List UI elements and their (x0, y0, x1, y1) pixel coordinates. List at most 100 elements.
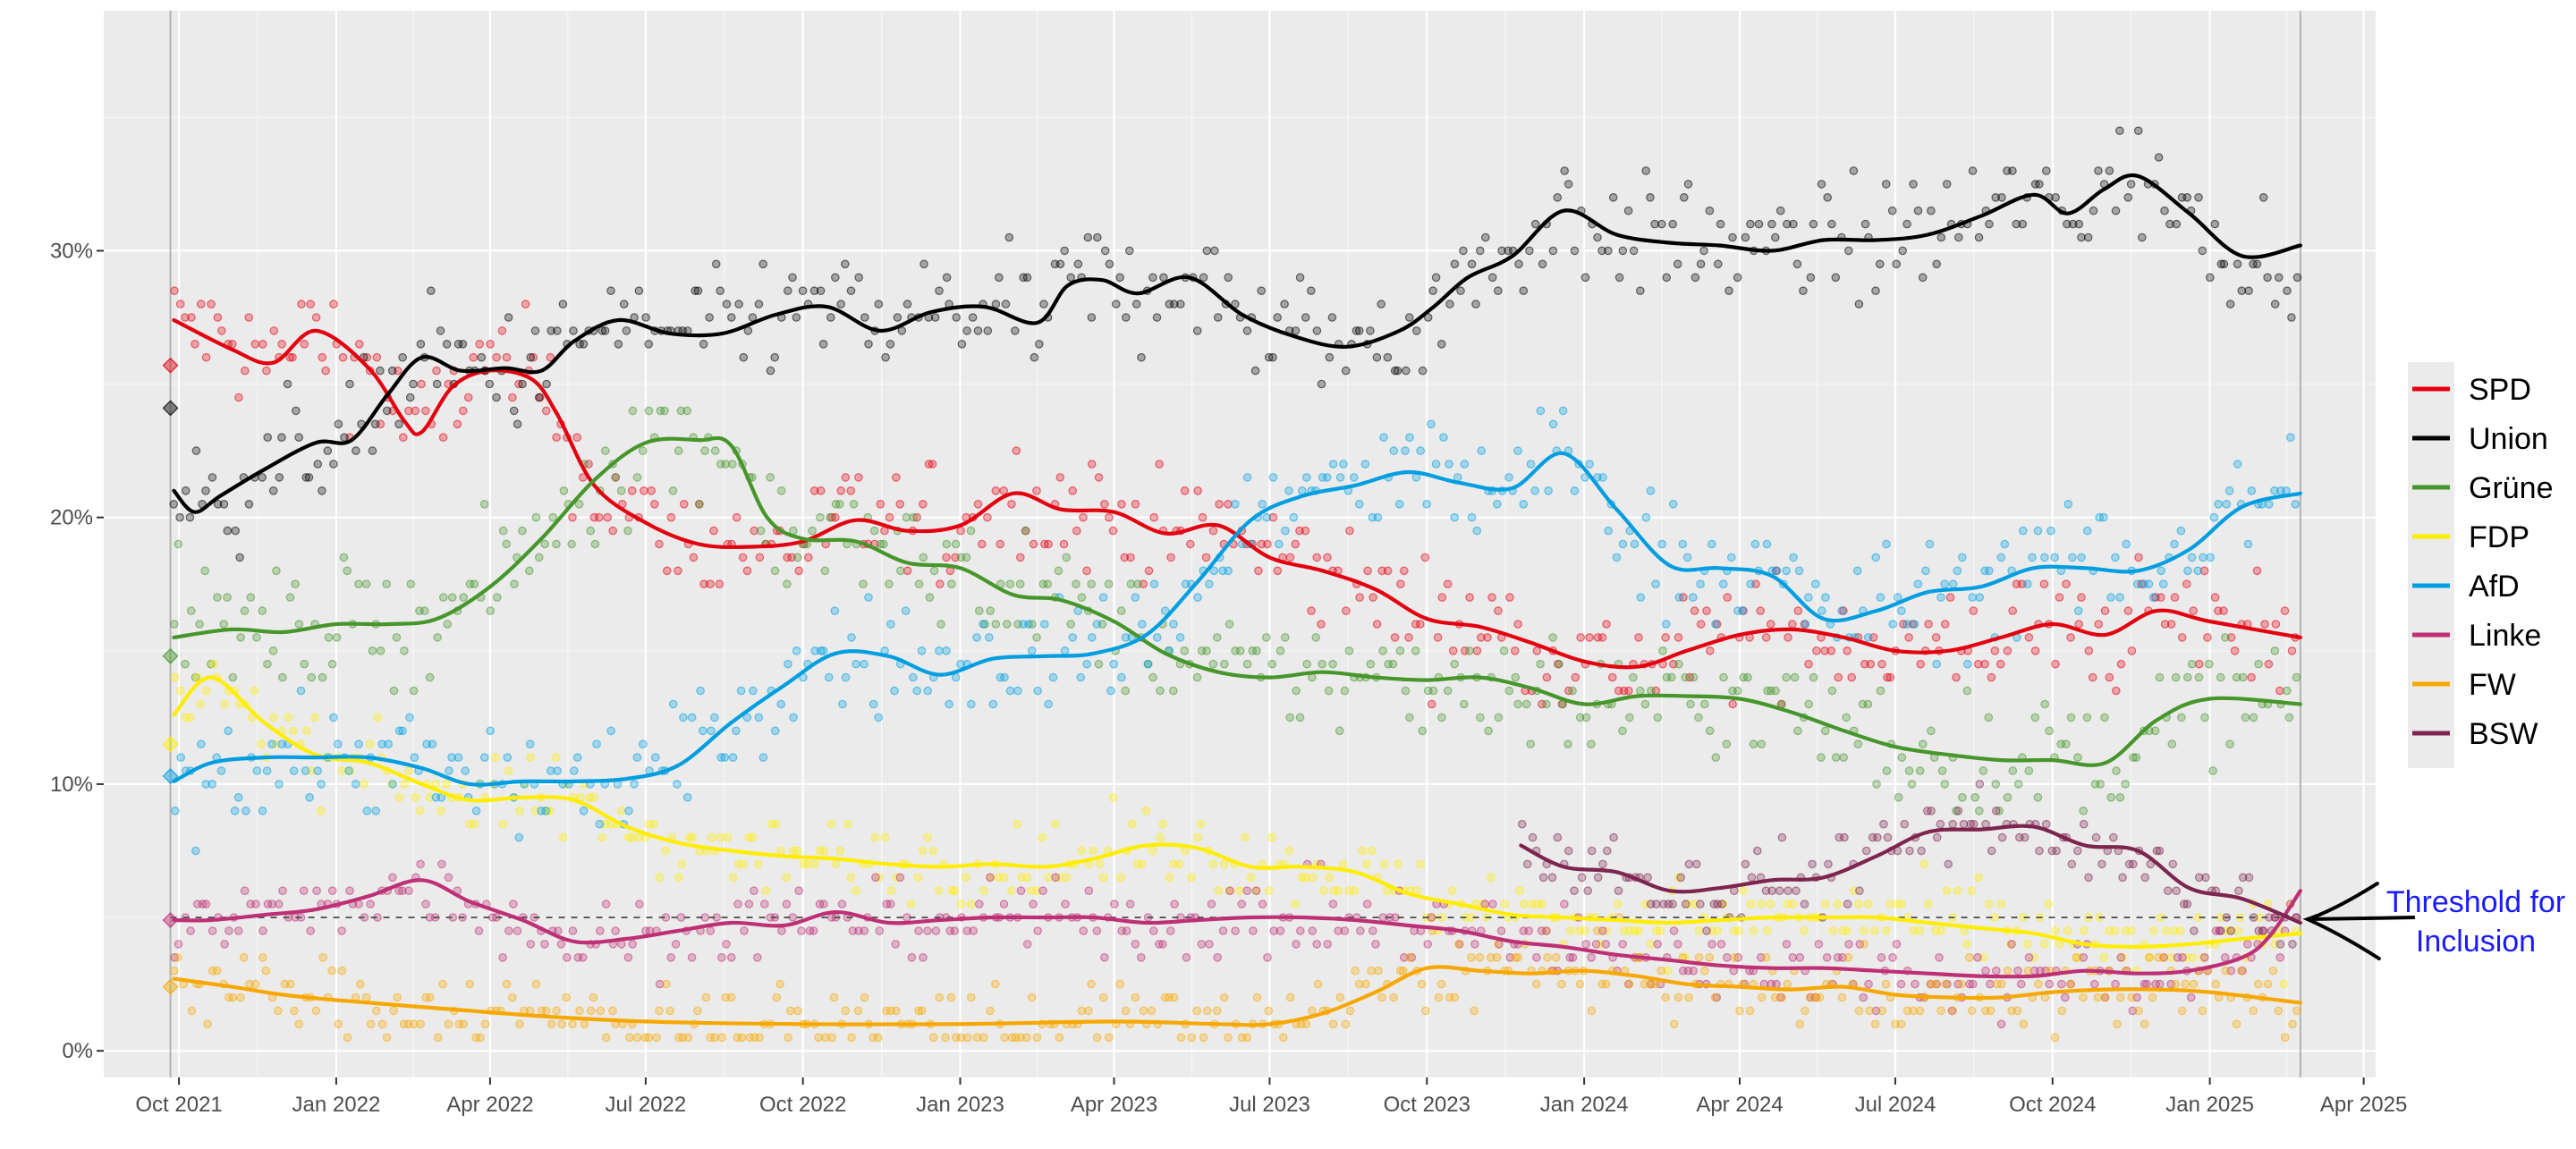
poll-point (1241, 832, 1250, 842)
grid-major (104, 11, 2376, 1077)
poll-point (1198, 512, 1208, 522)
poll-point (1528, 832, 1538, 842)
poll-point (1614, 886, 1623, 895)
poll-point (1453, 473, 1462, 482)
poll-point (2051, 659, 2060, 669)
poll-point (2176, 926, 2185, 935)
poll-point (1996, 900, 2006, 908)
poll-point (1743, 672, 1752, 682)
poll-point (755, 553, 765, 562)
poll-point (492, 593, 502, 602)
poll-point (687, 953, 697, 962)
poll-point (2233, 926, 2242, 935)
poll-point (826, 512, 835, 522)
poll-point (1126, 579, 1136, 588)
poll-point (333, 739, 343, 748)
poll-point (526, 753, 535, 762)
poll-point (1427, 419, 1436, 429)
start-markers (162, 357, 179, 995)
poll-point (874, 300, 884, 308)
poll-point (901, 606, 911, 615)
poll-point (1186, 539, 1195, 549)
poll-point (2157, 593, 2165, 602)
poll-point (1328, 460, 1338, 469)
poll-point (1871, 1006, 1881, 1016)
poll-point (1215, 499, 1224, 509)
poll-point (2094, 166, 2103, 175)
poll-point (1784, 633, 1792, 642)
reference-lines (169, 11, 2301, 1077)
poll-point (1795, 1019, 1805, 1029)
poll-point (258, 953, 267, 962)
poll-point (1831, 273, 1841, 283)
poll-point (1932, 832, 1942, 842)
poll-point (584, 460, 593, 469)
poll-point (978, 539, 987, 549)
poll-point (1032, 1033, 1042, 1043)
trend-line-afd (172, 451, 2302, 787)
poll-point (278, 672, 287, 682)
poll-point (185, 512, 195, 522)
poll-point (1322, 473, 1332, 482)
poll-point (1603, 846, 1612, 856)
poll-point (830, 606, 840, 615)
poll-point (1202, 646, 1211, 655)
start-marker (162, 647, 179, 664)
poll-point (1652, 900, 1661, 908)
poll-point (410, 753, 419, 762)
poll-point (802, 859, 812, 869)
start-marker (162, 978, 179, 995)
poll-point (1674, 873, 1683, 883)
poll-point (820, 566, 830, 576)
poll-point (1843, 953, 1853, 962)
poll-point (1005, 686, 1015, 696)
poll-point (371, 806, 380, 815)
poll-point (1267, 659, 1277, 669)
poll-point (324, 633, 334, 642)
poll-point (2282, 486, 2291, 495)
poll-point (1213, 1006, 1222, 1016)
poll-point (1837, 993, 1847, 1002)
poll-point (2105, 672, 2114, 682)
poll-point (2292, 273, 2302, 283)
poll-point (2022, 940, 2032, 949)
poll-point (1563, 739, 1572, 748)
poll-point (1980, 659, 1989, 669)
poll-point (1368, 593, 1377, 602)
poll-point (1352, 326, 1361, 335)
poll-point (737, 1033, 747, 1043)
poll-point (546, 352, 555, 362)
poll-point (2172, 886, 2181, 895)
poll-point (1517, 819, 1527, 829)
poll-point (1967, 886, 1977, 895)
poll-point (534, 393, 544, 402)
poll-point (1580, 926, 1589, 935)
poll-point (1650, 219, 1659, 229)
poll-point (1149, 512, 1158, 522)
poll-point (689, 553, 699, 562)
poll-point (405, 393, 415, 402)
poll-point (368, 446, 377, 455)
poll-point (548, 512, 557, 522)
poll-point (1116, 606, 1126, 615)
poll-point (594, 512, 604, 522)
poll-point (1169, 859, 1178, 869)
poll-point (2194, 193, 2203, 202)
poll-point (608, 526, 617, 536)
poll-point (1017, 873, 1026, 883)
poll-point (219, 499, 229, 509)
poll-point (409, 686, 419, 696)
poll-point (1918, 273, 1928, 283)
start-marker (162, 357, 179, 374)
plot-panel (104, 11, 2376, 1077)
poll-point (627, 832, 637, 842)
poll-point (1843, 926, 1852, 935)
poll-point (1105, 259, 1114, 269)
poll-point (1273, 566, 1283, 576)
poll-point (1313, 979, 1323, 989)
poll-point (1160, 606, 1170, 615)
poll-point (644, 1033, 654, 1043)
poll-point (2112, 686, 2121, 696)
poll-point (952, 313, 961, 322)
poll-point (173, 953, 182, 962)
